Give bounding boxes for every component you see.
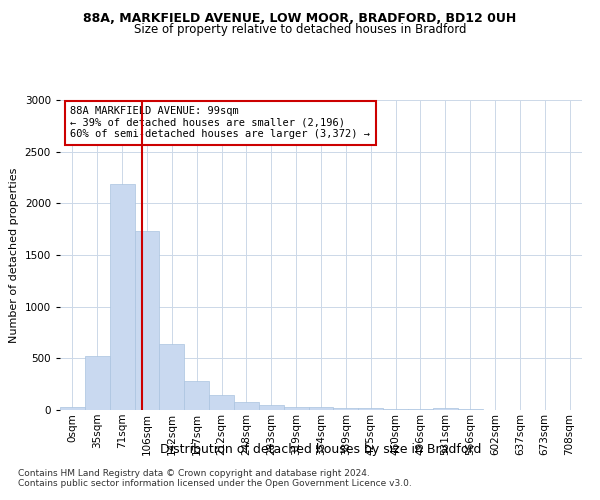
Bar: [284, 407, 308, 410]
Bar: [234, 402, 259, 410]
Bar: [334, 408, 358, 410]
Y-axis label: Number of detached properties: Number of detached properties: [9, 168, 19, 342]
Text: Distribution of detached houses by size in Bradford: Distribution of detached houses by size …: [160, 442, 482, 456]
Bar: [308, 408, 334, 410]
Bar: [160, 344, 184, 410]
Text: Size of property relative to detached houses in Bradford: Size of property relative to detached ho…: [134, 22, 466, 36]
Text: Contains HM Land Registry data © Crown copyright and database right 2024.: Contains HM Land Registry data © Crown c…: [18, 468, 370, 477]
Bar: [209, 394, 234, 410]
Bar: [85, 356, 110, 410]
Text: 88A MARKFIELD AVENUE: 99sqm
← 39% of detached houses are smaller (2,196)
60% of : 88A MARKFIELD AVENUE: 99sqm ← 39% of det…: [70, 106, 370, 140]
Bar: [110, 184, 134, 410]
Bar: [383, 409, 408, 410]
Bar: [259, 406, 284, 410]
Text: 88A, MARKFIELD AVENUE, LOW MOOR, BRADFORD, BD12 0UH: 88A, MARKFIELD AVENUE, LOW MOOR, BRADFOR…: [83, 12, 517, 26]
Text: Contains public sector information licensed under the Open Government Licence v3: Contains public sector information licen…: [18, 478, 412, 488]
Bar: [433, 408, 458, 410]
Bar: [60, 408, 85, 410]
Bar: [134, 231, 160, 410]
Bar: [184, 380, 209, 410]
Bar: [358, 408, 383, 410]
